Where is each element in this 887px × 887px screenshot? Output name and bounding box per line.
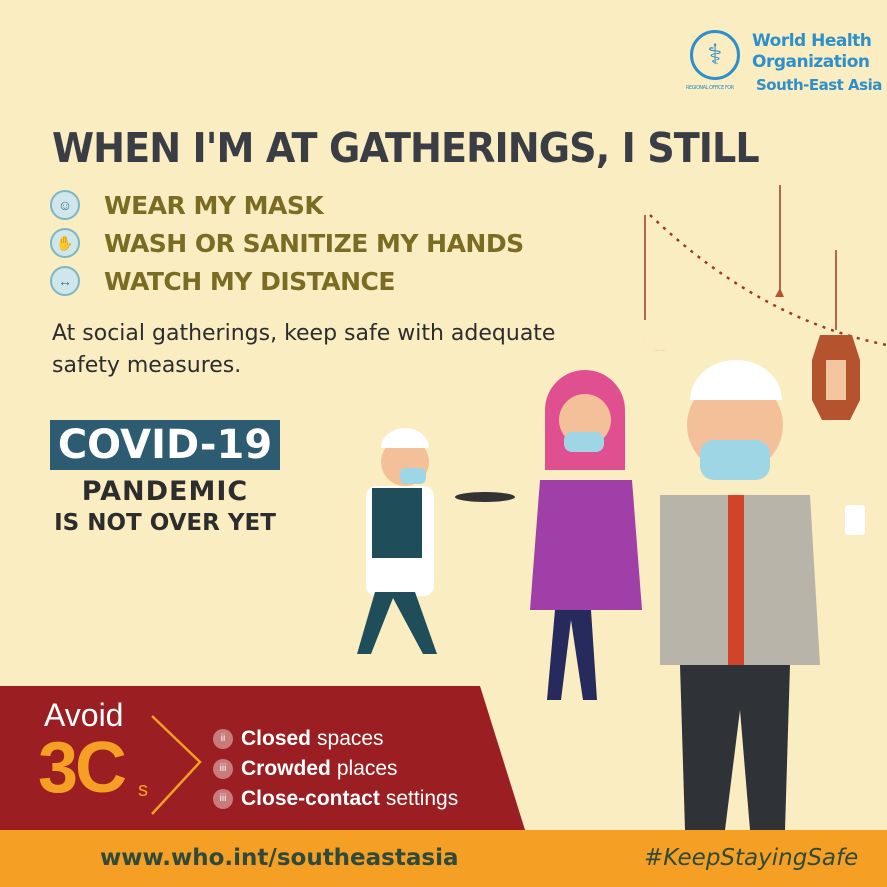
avoid-3cs-band <box>0 686 525 830</box>
avoid-label: Avoid <box>44 697 124 733</box>
bullet-distance: ↔ WATCH MY DISTANCE <box>50 266 395 296</box>
distance-icon: ↔ <box>50 266 80 296</box>
bullet-label: WASH OR SANITIZE MY HANDS <box>104 228 524 258</box>
star-ornament-icon <box>775 288 784 297</box>
avoid-item-close-contact: iii Close-contact settings <box>213 787 458 811</box>
lantern-icon <box>812 335 860 420</box>
description: At social gatherings, keep safe with ade… <box>52 321 556 378</box>
logo-line1: World Health <box>752 31 872 51</box>
man-figure <box>660 360 865 830</box>
crescent-moon-icon <box>641 318 670 352</box>
item-bold: Crowded <box>241 757 331 780</box>
girl-figure <box>455 370 642 700</box>
item-rest: places <box>336 757 398 780</box>
close-contact-icon: iii <box>213 789 233 809</box>
avoid-item-closed: ii Closed spaces <box>213 727 384 751</box>
bullet-label: WEAR MY MASK <box>104 190 324 220</box>
item-rest: spaces <box>317 727 384 750</box>
3c-label: 3C <box>38 728 127 808</box>
who-emblem-icon: ⚕ <box>690 30 740 80</box>
bullet-wash: ✋ WASH OR SANITIZE MY HANDS <box>50 228 524 258</box>
bullet-label: WATCH MY DISTANCE <box>104 266 395 296</box>
bullet-mask: ☺ WEAR MY MASK <box>50 190 324 220</box>
mask-icon: ☺ <box>50 190 80 220</box>
logo-regional: REGIONAL OFFICE FOR <box>686 85 734 91</box>
website-link[interactable]: www.who.int/southeastasia <box>100 845 459 871</box>
footer-bar <box>0 830 887 887</box>
closed-spaces-icon: ii <box>213 729 233 749</box>
logo-region: South-East Asia <box>756 76 882 94</box>
covid-badge: COVID-19 <box>50 420 280 470</box>
handwash-icon: ✋ <box>50 228 80 258</box>
item-rest: settings <box>385 787 459 810</box>
page-title: WHEN I'M AT GATHERINGS, I STILL <box>52 124 760 172</box>
item-bold: Close-contact <box>241 787 380 810</box>
who-logo: ⚕ World Health Organization REGIONAL OFF… <box>686 30 882 105</box>
logo-line2: Organization <box>752 52 870 72</box>
crowded-places-icon: iii <box>213 759 233 779</box>
3c-suffix: s <box>138 779 148 801</box>
hashtag: #KeepStayingSafe <box>644 845 859 871</box>
avoid-item-crowded: iii Crowded places <box>213 757 398 781</box>
pandemic-text: PANDEMIC <box>81 476 249 507</box>
boy-figure <box>357 428 437 654</box>
not-over-text: IS NOT OVER YET <box>54 510 276 536</box>
item-bold: Closed <box>241 727 312 750</box>
